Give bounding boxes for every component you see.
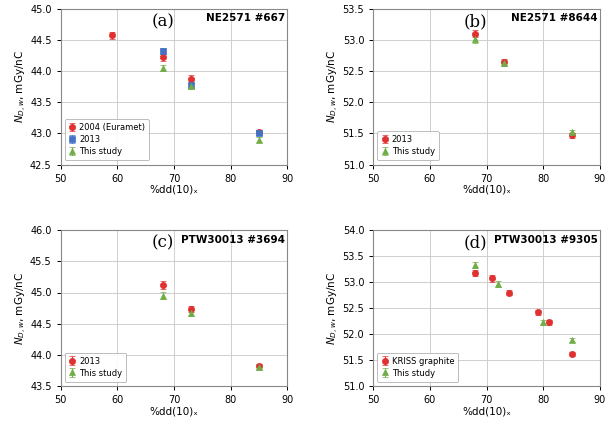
Text: PTW30013 #3694: PTW30013 #3694	[181, 235, 285, 245]
Y-axis label: $N_{D,w}$, mGy/nC: $N_{D,w}$, mGy/nC	[13, 50, 28, 123]
Legend: 2013, This study: 2013, This study	[65, 353, 126, 382]
Text: PTW30013 #9305: PTW30013 #9305	[494, 235, 598, 245]
X-axis label: %dd(10)ₓ: %dd(10)ₓ	[150, 407, 198, 417]
Text: NE2571 #667: NE2571 #667	[205, 13, 285, 23]
X-axis label: %dd(10)ₓ: %dd(10)ₓ	[150, 185, 198, 195]
Legend: 2013, This study: 2013, This study	[378, 131, 439, 160]
Text: (b): (b)	[464, 13, 488, 30]
Text: (a): (a)	[152, 13, 174, 30]
Text: NE2571 #8644: NE2571 #8644	[511, 13, 598, 23]
Y-axis label: $N_{D,w}$, mGy/nC: $N_{D,w}$, mGy/nC	[13, 272, 28, 344]
X-axis label: %dd(10)ₓ: %dd(10)ₓ	[462, 185, 511, 195]
Text: (c): (c)	[152, 235, 174, 252]
Y-axis label: $N_{D,w}$, mGy/nC: $N_{D,w}$, mGy/nC	[326, 50, 341, 123]
Legend: KRISS graphite, This study: KRISS graphite, This study	[378, 353, 459, 382]
Y-axis label: $N_{D,w}$, mGy/nC: $N_{D,w}$, mGy/nC	[326, 272, 341, 344]
Text: (d): (d)	[464, 235, 488, 252]
X-axis label: %dd(10)ₓ: %dd(10)ₓ	[462, 407, 511, 417]
Legend: 2004 (Euramet), 2013, This study: 2004 (Euramet), 2013, This study	[65, 119, 149, 160]
